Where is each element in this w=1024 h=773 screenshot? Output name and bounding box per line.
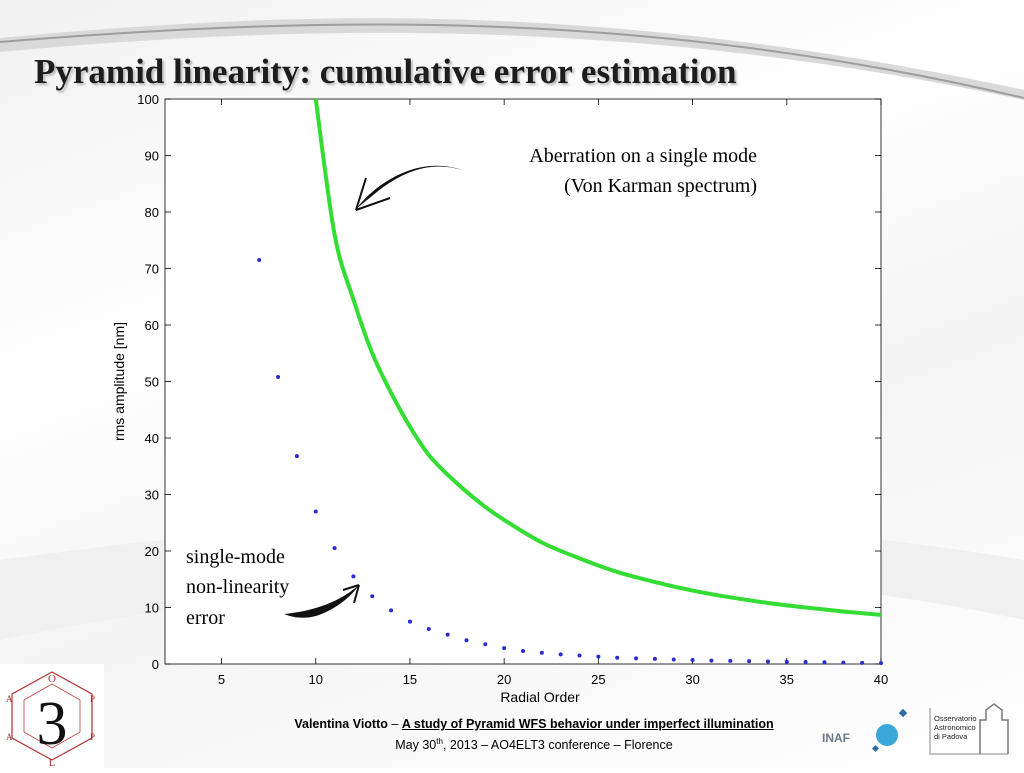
data-point <box>596 654 601 659</box>
data-point <box>709 658 714 663</box>
x-tick-label: 5 <box>218 672 225 687</box>
data-point <box>784 659 789 664</box>
data-point <box>822 660 827 665</box>
inaf-diamond-icon <box>898 708 908 718</box>
logo-letter-right-top: P <box>90 694 95 704</box>
slide-title: Pyramid linearity: cumulative error esti… <box>34 52 737 91</box>
inaf-circle-icon <box>876 724 898 746</box>
footer-dash: – <box>391 717 399 731</box>
y-tick-label: 10 <box>145 601 159 616</box>
data-point <box>483 642 488 647</box>
y-tick-label: 100 <box>137 92 159 107</box>
data-point <box>577 653 582 658</box>
y-tick-label: 0 <box>152 657 159 672</box>
y-tick-label: 40 <box>145 431 159 446</box>
data-point <box>841 660 846 665</box>
data-point <box>747 659 752 664</box>
observatory-line2: Astronomico <box>934 723 976 732</box>
y-tick-label: 50 <box>145 375 159 390</box>
data-point <box>294 454 299 459</box>
footer-date-sup: th <box>436 737 443 746</box>
y-tick-label: 20 <box>145 544 159 559</box>
data-point <box>765 659 770 664</box>
arrow-to-curve-icon <box>355 165 462 211</box>
observatory-line1: Osservatorio <box>934 714 977 723</box>
y-tick-label: 80 <box>145 205 159 220</box>
data-point <box>351 574 356 579</box>
data-point <box>521 649 525 654</box>
observatory-line3: di Padova <box>934 732 968 741</box>
inaf-small-diamond-icon <box>871 744 880 753</box>
data-point <box>332 546 337 551</box>
x-axis-label: Radial Order <box>500 689 580 705</box>
data-point <box>803 660 808 665</box>
data-point <box>671 657 676 662</box>
x-tick-label: 40 <box>874 672 888 687</box>
data-point <box>445 632 450 637</box>
data-point <box>257 258 262 263</box>
data-point <box>502 646 507 651</box>
y-axis-label: rms amplitude [nm] <box>111 322 127 441</box>
annotation-nonlin-line2: non-linearity <box>186 576 289 598</box>
annotation-aberration-line2: (Von Karman spectrum) <box>564 175 757 197</box>
data-point <box>370 594 375 599</box>
data-point <box>276 374 281 379</box>
y-axis-ticks: 0 10 20 30 40 50 60 70 80 90 100 <box>137 92 881 672</box>
annotation-aberration-line1: Aberration on a single mode <box>529 145 757 167</box>
observatory-logo: Osservatorio Astronomico di Padova <box>928 700 1020 760</box>
y-tick-label: 70 <box>145 262 159 277</box>
x-tick-label: 10 <box>309 672 323 687</box>
data-point <box>879 661 883 666</box>
plot-area <box>164 98 882 665</box>
arrow-to-points-icon <box>284 584 360 618</box>
data-point <box>860 660 865 665</box>
data-point <box>690 658 695 663</box>
y-tick-label: 60 <box>145 318 159 333</box>
curve-line <box>313 98 882 617</box>
annotation-nonlin-line3: error <box>186 607 225 629</box>
data-point <box>539 650 544 655</box>
data-point <box>407 619 412 624</box>
data-point <box>615 655 620 660</box>
footer-author: Valentina Viotto <box>294 717 388 731</box>
data-point <box>558 652 563 657</box>
slide-footer: Valentina Viotto – A study of Pyramid WF… <box>200 716 868 754</box>
data-point <box>634 656 639 661</box>
data-point <box>728 658 733 663</box>
footer-talk-title: A study of Pyramid WFS behavior under im… <box>401 717 774 731</box>
x-tick-label: 15 <box>403 672 417 687</box>
x-tick-label: 30 <box>685 672 699 687</box>
inaf-logo: INAF <box>820 708 920 758</box>
logo-letter-bottom: L <box>49 757 56 768</box>
series-von-karman-curve <box>313 98 882 617</box>
x-axis-ticks: 5 10 15 20 25 30 35 40 <box>218 99 888 687</box>
annotation-nonlin-line1: single-mode <box>186 546 285 568</box>
inaf-logo-text: INAF <box>822 731 850 745</box>
data-point <box>652 656 657 661</box>
o3-logo: O L A P A P 3 <box>0 664 104 769</box>
observatory-tower-icon <box>979 703 1009 754</box>
logo-glyph-3: 3 <box>37 690 68 758</box>
y-tick-label: 30 <box>145 488 159 503</box>
logo-letter-top: O <box>48 673 56 685</box>
logo-letter-right-bottom: P <box>90 732 95 742</box>
x-tick-label: 20 <box>497 672 511 687</box>
footer-date-prefix: May 30 <box>395 738 437 753</box>
x-tick-label: 35 <box>780 672 794 687</box>
series-nonlinearity-points <box>257 258 883 666</box>
data-point <box>464 638 469 643</box>
data-point <box>426 626 431 631</box>
data-point <box>313 509 318 514</box>
logo-letter-left-bottom: A <box>6 732 13 742</box>
logo-letter-left-top: A <box>6 694 13 704</box>
x-tick-label: 25 <box>591 672 605 687</box>
plot-frame <box>164 98 882 665</box>
y-tick-label: 90 <box>145 149 159 164</box>
data-point <box>389 608 394 613</box>
footer-date-suffix: , 2013 – AO4ELT3 conference – Florence <box>442 738 673 753</box>
